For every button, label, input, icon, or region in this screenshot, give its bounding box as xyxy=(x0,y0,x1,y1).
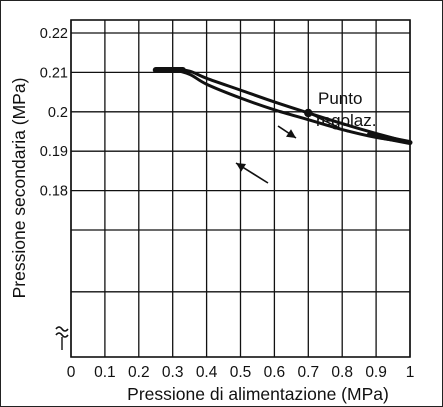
axis-break-mark xyxy=(55,332,69,338)
axis-break-mark xyxy=(55,326,69,332)
curves xyxy=(152,67,413,146)
x-tick-label: 0.5 xyxy=(230,364,252,381)
x-tick-label: 0.2 xyxy=(128,364,150,381)
y-tick-label: 0.18 xyxy=(40,184,68,200)
direction-arrow-head xyxy=(286,129,296,138)
x-tick-label: 0.8 xyxy=(331,364,353,381)
x-tick-label: 0 xyxy=(67,364,76,381)
y-tick-label: 0.21 xyxy=(40,65,68,81)
x-tick-label: 1 xyxy=(406,364,415,381)
y-tick-label: 0.22 xyxy=(40,26,68,42)
annotation-label-line2: regolaz. xyxy=(316,111,376,130)
x-tick-label: 0.9 xyxy=(365,364,387,381)
y-tick-label: 0.19 xyxy=(40,144,68,160)
direction-arrow-head xyxy=(236,163,247,172)
direction-arrows xyxy=(235,125,297,184)
annotation-label-line1: Punto xyxy=(318,89,362,108)
curve-end-cap xyxy=(366,132,413,146)
curve-increasing xyxy=(154,67,412,145)
y-axis-label: Pressione secondaria (MPa) xyxy=(9,78,29,299)
x-tick-label: 0.7 xyxy=(298,364,320,381)
x-tick-label: 0.3 xyxy=(162,364,184,381)
tick-labels: 0 0.1 0.2 0.3 0.4 0.5 0.6 0.7 0.8 0.9 1 0.18 0.19 0.2… xyxy=(40,26,415,381)
y-axis-break xyxy=(55,326,69,350)
y-tick-label: 0.2 xyxy=(48,105,68,121)
annotation-leader-line xyxy=(307,112,349,133)
x-tick-label: 0.4 xyxy=(196,364,218,381)
x-tick-label: 0.1 xyxy=(94,364,116,381)
x-tick-label: 0.6 xyxy=(264,364,286,381)
x-axis-label: Pressione di alimentazione (MPa) xyxy=(127,384,389,404)
grid xyxy=(70,19,411,358)
